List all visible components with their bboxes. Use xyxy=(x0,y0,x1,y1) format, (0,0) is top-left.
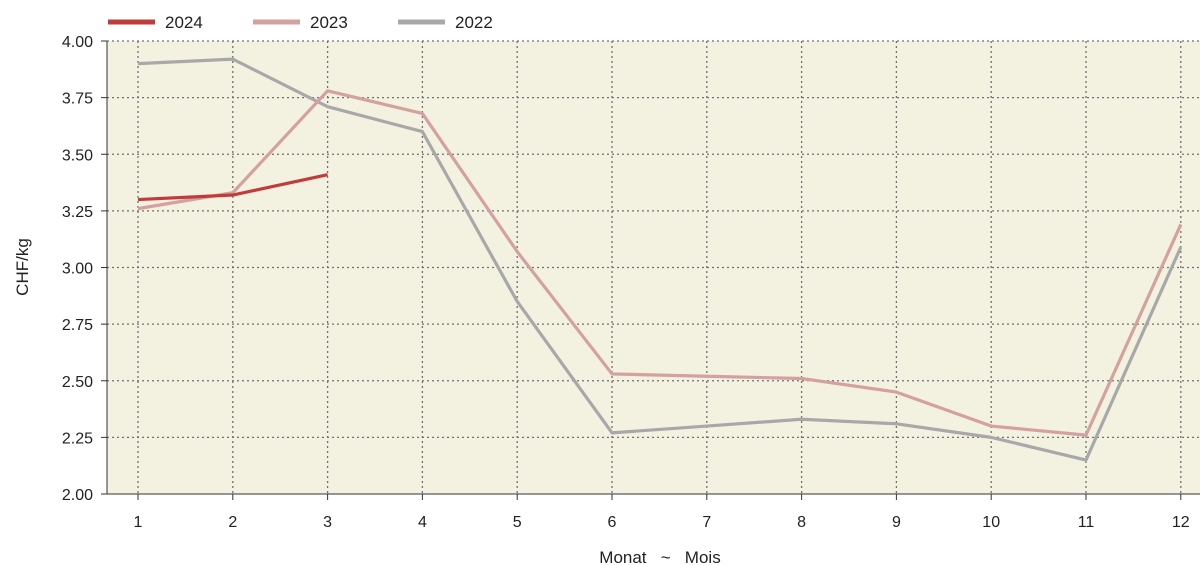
grid xyxy=(107,40,1200,494)
y-tick-label: 2.75 xyxy=(62,317,93,334)
y-tick-label: 2.25 xyxy=(62,430,93,447)
x-tick-label: 4 xyxy=(418,514,427,531)
series-line-2022 xyxy=(137,57,1183,462)
legend-label: 2024 xyxy=(165,13,203,32)
x-tick-labels: 1 2 3 4 5 6 7 8 9 10 11 12 xyxy=(134,514,1190,531)
y-tick-label: 4.00 xyxy=(62,34,93,51)
axes xyxy=(101,40,1200,500)
x-tick-label: 10 xyxy=(982,514,1000,531)
y-tick-label: 2.50 xyxy=(62,374,93,391)
x-tick-label: 1 xyxy=(134,514,143,531)
x-axis-label: Monat ~ Mois xyxy=(599,548,720,565)
x-tick-label: 7 xyxy=(702,514,711,531)
series-lines xyxy=(137,57,1183,462)
x-tick-label: 12 xyxy=(1172,514,1190,531)
legend: 2024 2023 2022 xyxy=(108,13,493,32)
x-tick-label: 11 xyxy=(1078,514,1095,531)
x-tick-label: 6 xyxy=(608,514,617,531)
y-tick-label: 3.75 xyxy=(62,91,93,108)
x-tick-label: 5 xyxy=(513,514,522,531)
y-tick-label: 3.50 xyxy=(62,147,93,164)
legend-label: 2022 xyxy=(455,13,493,32)
y-tick-label: 3.00 xyxy=(62,261,93,278)
y-tick-labels: 2.00 2.25 2.50 2.75 3.00 3.25 3.50 3.75 4.00 xyxy=(62,34,93,504)
y-axis-label: CHF/kg xyxy=(13,238,32,296)
legend-label: 2023 xyxy=(310,13,348,32)
x-tick-label: 2 xyxy=(228,514,237,531)
y-tick-label: 2.00 xyxy=(62,487,93,504)
y-tick-label: 3.25 xyxy=(62,204,93,221)
x-tick-label: 3 xyxy=(323,514,332,531)
x-tick-label: 9 xyxy=(892,514,901,531)
series-line-2023 xyxy=(137,89,1183,437)
series-line-2024 xyxy=(137,173,328,202)
x-tick-label: 8 xyxy=(797,514,806,531)
